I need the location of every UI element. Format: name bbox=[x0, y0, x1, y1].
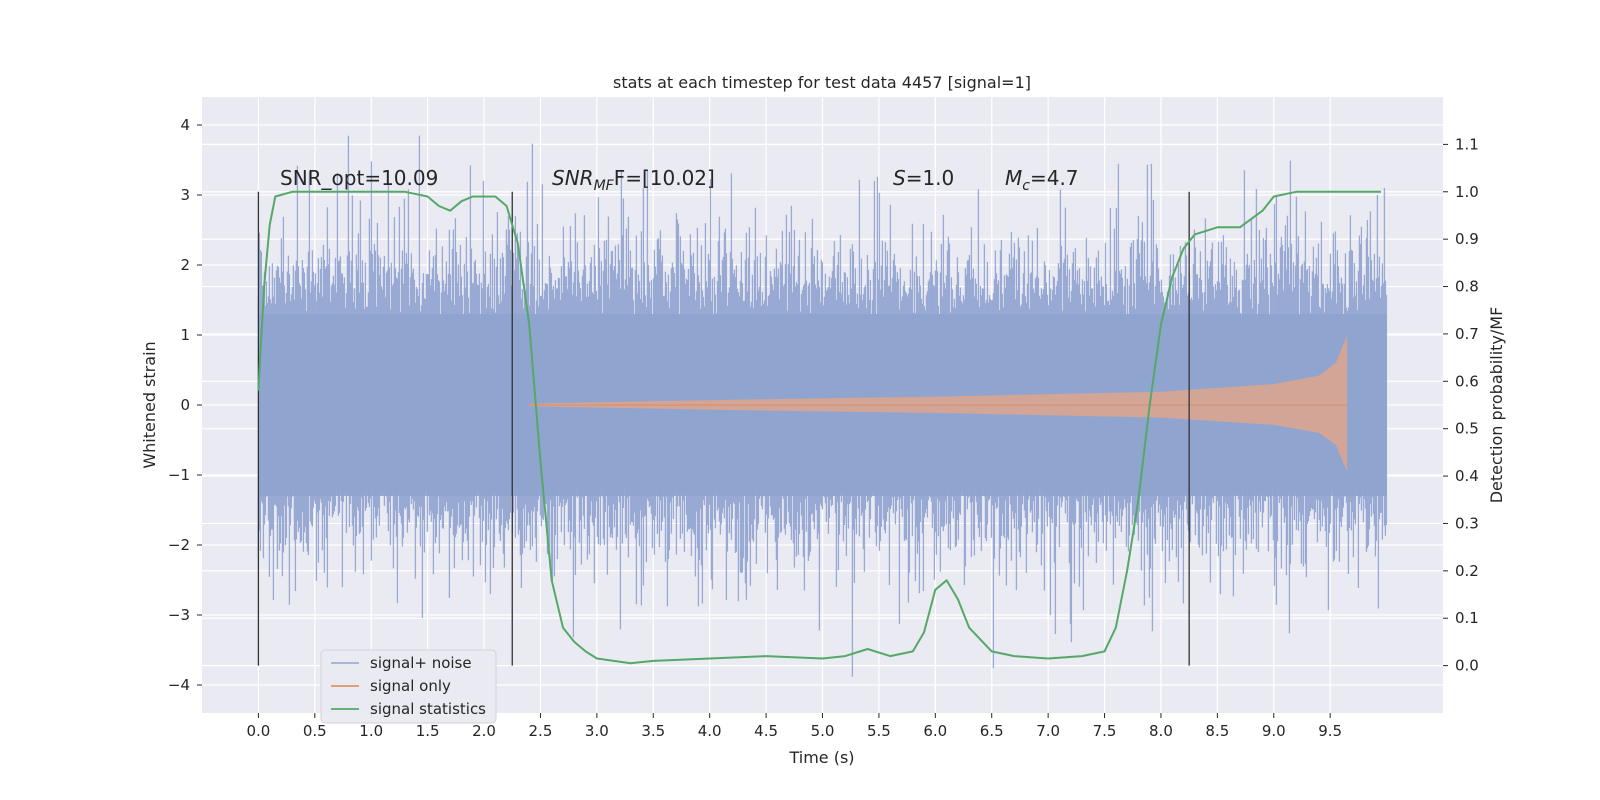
annotation-snr-mf-value: F=[10.02] bbox=[614, 166, 715, 190]
y-tick-label-8: −4 bbox=[168, 676, 190, 694]
y2-axis-label: Detection probability/MF bbox=[1487, 307, 1506, 504]
legend-box bbox=[320, 649, 497, 724]
y2-tick-label-4: 0.7 bbox=[1455, 325, 1479, 343]
x-tick-label-2: 1.0 bbox=[359, 722, 383, 740]
y2-tick-label-8: 0.3 bbox=[1455, 514, 1479, 532]
annotation-snr-mf-sub: MF bbox=[594, 178, 615, 194]
x-tick-label-19: 9.5 bbox=[1318, 722, 1342, 740]
x-tick-label-4: 2.0 bbox=[472, 722, 496, 740]
x-tick-label-8: 4.0 bbox=[698, 722, 722, 740]
y-tick-label-4: 0 bbox=[180, 396, 190, 414]
x-tick-label-11: 5.5 bbox=[867, 722, 891, 740]
y-axis-label: Whitened strain bbox=[140, 341, 159, 468]
x-tick-label-13: 6.5 bbox=[980, 722, 1004, 740]
x-tick-label-6: 3.0 bbox=[585, 722, 609, 740]
x-tick-label-5: 2.5 bbox=[529, 722, 553, 740]
y-tick-label-2: 2 bbox=[180, 256, 190, 274]
x-tick-labels: 0.0 0.5 1.0 1.5 2.0 2.5 3.0 3.5 4.0 4.5 5.0 5.5 6.0 6… bbox=[246, 713, 1342, 740]
y2-tick-label-1: 1.0 bbox=[1455, 183, 1479, 201]
y-tick-label-1: 3 bbox=[180, 186, 190, 204]
annotation-snr-opt: SNR_opt=10.09 bbox=[280, 166, 438, 190]
y2-tick-label-6: 0.5 bbox=[1455, 420, 1479, 438]
annotation-s: S=1.0 bbox=[893, 166, 954, 190]
y-tick-label-6: −2 bbox=[168, 536, 190, 554]
annotation-mc: Mc=4.7 bbox=[1005, 166, 1079, 194]
y2-tick-label-2: 0.9 bbox=[1455, 230, 1479, 248]
x-tick-label-17: 8.5 bbox=[1205, 722, 1229, 740]
legend-label-signal-only: signal only bbox=[370, 677, 451, 695]
y2-tick-label-7: 0.4 bbox=[1455, 467, 1479, 485]
x-tick-label-3: 1.5 bbox=[416, 722, 440, 740]
y2-tick-labels: 1.1 1.0 0.9 0.8 0.7 0.6 0.5 0.4 0.3 0.2 0.1 0.0 bbox=[1443, 135, 1479, 675]
annotation-mc-value: =4.7 bbox=[1030, 166, 1079, 190]
y-tick-label-5: −1 bbox=[168, 466, 190, 484]
x-tick-label-0: 0.0 bbox=[246, 722, 270, 740]
series-signal-only bbox=[529, 335, 1348, 472]
y2-tick-label-10: 0.1 bbox=[1455, 609, 1479, 627]
annotation-s-value: =1.0 bbox=[906, 166, 955, 190]
y2-tick-label-9: 0.2 bbox=[1455, 562, 1479, 580]
x-tick-label-12: 6.0 bbox=[923, 722, 947, 740]
y-tick-label-7: −3 bbox=[168, 606, 190, 624]
x-tick-label-15: 7.5 bbox=[1093, 722, 1117, 740]
legend: signal+ noise signal only signal statist… bbox=[320, 649, 497, 724]
signal-statistics-line bbox=[257, 190, 1381, 665]
x-tick-label-16: 8.0 bbox=[1149, 722, 1173, 740]
y-tick-labels: 4 3 2 1 0 −1 −2 −3 −4 bbox=[168, 116, 202, 694]
x-tick-label-1: 0.5 bbox=[303, 722, 327, 740]
legend-label-signal-noise: signal+ noise bbox=[370, 654, 472, 672]
chart-title: stats at each timestep for test data 445… bbox=[613, 73, 1031, 92]
annotation-mc-sub: c bbox=[1022, 178, 1030, 194]
x-tick-label-10: 5.0 bbox=[811, 722, 835, 740]
x-tick-label-9: 4.5 bbox=[754, 722, 778, 740]
vertical-markers bbox=[257, 191, 1190, 666]
x-tick-label-7: 3.5 bbox=[641, 722, 665, 740]
y-tick-label-3: 1 bbox=[180, 326, 190, 344]
y2-tick-label-5: 0.6 bbox=[1455, 372, 1479, 390]
x-tick-label-14: 7.0 bbox=[1036, 722, 1060, 740]
annotation-snr-mf: SNRMFF=[10.02] bbox=[552, 166, 715, 194]
annotation-mc-main: M bbox=[1005, 166, 1022, 190]
signal-only-envelope bbox=[529, 335, 1348, 472]
legend-label-signal-statistics: signal statistics bbox=[370, 700, 486, 718]
y2-tick-label-0: 1.1 bbox=[1455, 135, 1479, 153]
annotation-snr-mf-main: SNR bbox=[552, 166, 594, 190]
series-signal-statistics bbox=[257, 190, 1381, 665]
x-axis-label: Time (s) bbox=[788, 748, 854, 767]
annotation-s-main: S bbox=[893, 166, 906, 190]
x-tick-label-18: 9.0 bbox=[1262, 722, 1286, 740]
y2-tick-label-3: 0.8 bbox=[1455, 278, 1479, 296]
y2-tick-label-11: 0.0 bbox=[1455, 657, 1479, 675]
y-tick-label-0: 4 bbox=[180, 116, 190, 134]
